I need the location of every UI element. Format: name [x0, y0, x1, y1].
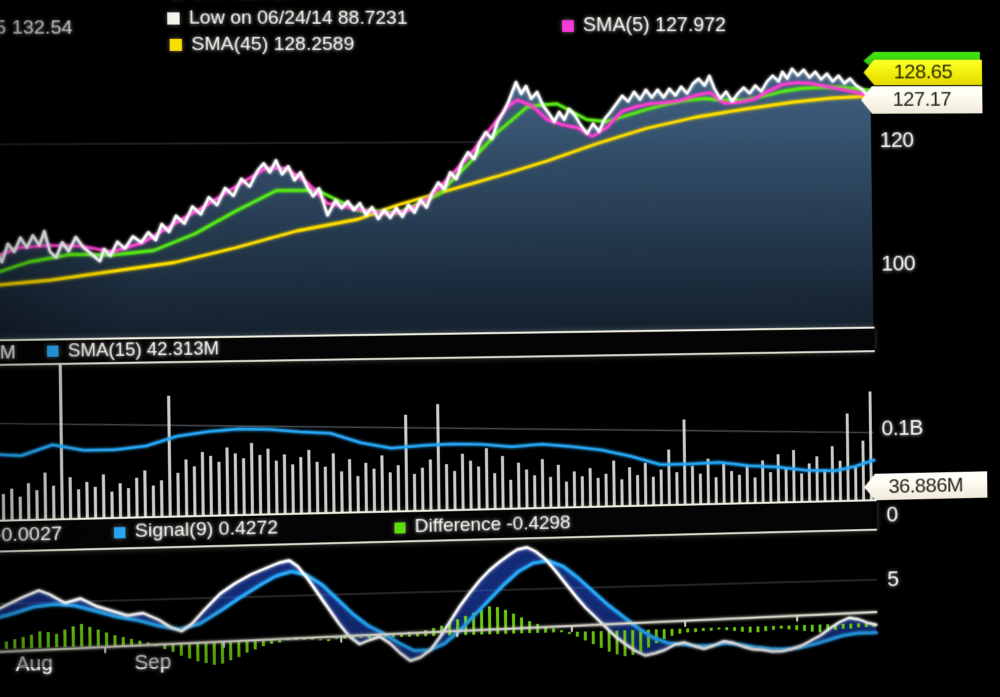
time-label-aug: Aug — [15, 652, 53, 677]
legend-signal[interactable]: Signal(9) 0.4272 — [114, 517, 278, 543]
legend-volume-sma15[interactable]: SMA(15) 42.313M — [47, 338, 219, 362]
sma5-marker-icon — [562, 20, 574, 32]
legend-last-price[interactable]: Last 127.17 — [171, 0, 295, 3]
legend-sma45-label: SMA(45) 128.2589 — [191, 34, 354, 56]
legend-low[interactable]: Low on 06/24/14 88.7231 — [167, 7, 407, 30]
last-price-tag: 127.17 — [861, 86, 983, 114]
low-marker-icon — [167, 12, 180, 24]
macd-value-fragment: ) -0.0027 — [0, 523, 62, 547]
macd-tick-5: 5 — [887, 566, 899, 592]
legend-low-label: Low on 06/24/14 88.7231 — [189, 7, 408, 30]
legend-sma5-label: SMA(5) 127.972 — [583, 14, 726, 37]
legend-volume-sma15-label: SMA(15) 42.313M — [68, 338, 219, 362]
sma45-marker-icon — [170, 39, 183, 51]
signal-marker-icon — [114, 526, 126, 537]
chart-content: Last 127.17 Low on 06/24/14 88.7231 SMA(… — [0, 0, 991, 696]
volume-tick-01b: 0.1B — [881, 415, 923, 441]
sma45-price-tag: 128.65 — [863, 60, 982, 86]
legend-difference[interactable]: Difference -0.4298 — [394, 512, 570, 538]
price-tick-120: 120 — [880, 127, 914, 153]
legend-signal-label: Signal(9) 0.4272 — [135, 517, 279, 543]
legend-sma5[interactable]: SMA(5) 127.972 — [562, 14, 726, 37]
legend-last-price-label: Last 127.17 — [193, 0, 295, 3]
volume-fragment: 6M — [0, 342, 16, 364]
legend-difference-label: Difference -0.4298 — [414, 512, 570, 538]
terminal-screen: Last 127.17 Low on 06/24/14 88.7231 SMA(… — [0, 0, 1000, 697]
volume-tag: 36.886M — [864, 471, 988, 500]
difference-marker-icon — [394, 522, 405, 533]
volume-tick-0: 0 — [886, 502, 898, 528]
price-tick-100: 100 — [881, 251, 915, 277]
volume-sma15-marker-icon — [47, 346, 59, 357]
legend-high-fragment: 15 132.54 — [0, 17, 73, 40]
legend-sma45[interactable]: SMA(45) 128.2589 — [169, 34, 354, 56]
time-label-sep: Sep — [134, 651, 171, 676]
